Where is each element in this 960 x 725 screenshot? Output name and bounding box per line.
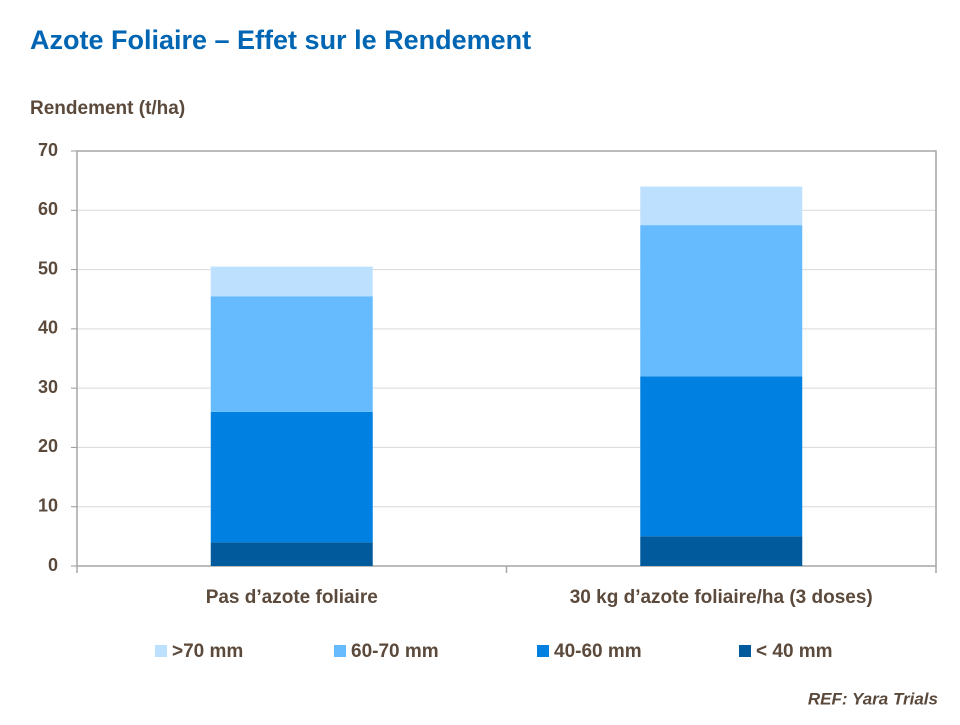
bar-segment [210,296,373,412]
x-tick-label: Pas d’azote foliaire [206,587,378,608]
y-tick-label: 40 [38,318,58,338]
bar-segment [640,376,803,537]
bar-segment [640,186,803,226]
y-tick-label: 50 [38,258,58,278]
y-tick-label: 10 [38,495,58,515]
bar-segment [210,411,373,543]
legend-swatch [537,645,549,657]
legend-swatch [334,645,346,657]
legend-label: 40-60 mm [554,641,642,662]
x-tick-label: 30 kg d’azote foliaire/ha (3 doses) [570,587,873,608]
legend-label: >70 mm [172,641,243,662]
legend-label: < 40 mm [756,641,833,662]
y-tick-label: 0 [48,555,58,575]
chart-title: Azote Foliaire – Effet sur le Rendement [30,25,531,55]
plot-frame [76,150,937,567]
legend-swatch [739,645,751,657]
bar-segment [210,542,373,566]
y-axis-label: Rendement (t/ha) [30,98,185,119]
legend-label: 60-70 mm [351,641,439,662]
reference: REF: Yara Trials [808,689,938,708]
bar-segment [640,536,803,566]
y-tick-label: 20 [38,436,58,456]
y-tick-label: 30 [38,377,58,397]
legend-swatch [155,645,167,657]
y-tick-label: 70 [38,140,58,160]
bar-segment [640,225,803,377]
y-tick-label: 60 [38,199,58,219]
bar-segment [210,266,373,297]
